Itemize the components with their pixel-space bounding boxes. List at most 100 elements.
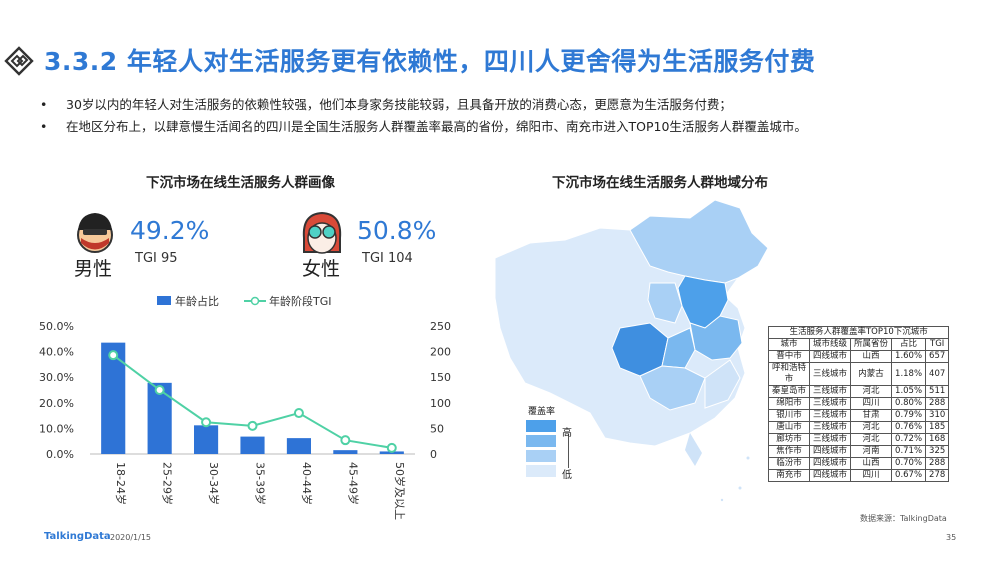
y-right-tick-label: 200	[430, 346, 451, 359]
portrait-heading: 下沉市场在线生活服务人群画像	[146, 175, 335, 191]
table-cell: 0.72%	[891, 433, 927, 446]
male-percentage: 49.2%	[130, 216, 210, 245]
table-header-cell: TGI	[925, 338, 950, 351]
table-row: 晋中市 四线城市 山西 1.60% 657	[768, 350, 950, 363]
table-row: 银川市 三线城市 甘肃 0.79% 310	[768, 409, 950, 422]
table-body: 晋中市 四线城市 山西 1.60% 657 呼和浩特市 三线城市 内蒙古 1.18% 407 秦皇岛…	[768, 350, 950, 482]
map-heading: 下沉市场在线生活服务人群地域分布	[552, 175, 768, 191]
table-cell: 三线城市	[808, 397, 852, 410]
china-map	[490, 188, 790, 518]
table-cell: 银川市	[768, 409, 810, 422]
legend-swatch	[526, 450, 556, 462]
bullet-symbol: •	[40, 97, 48, 112]
table-cell: 三线城市	[808, 385, 852, 398]
y-right-tick-label: 250	[430, 320, 451, 333]
table-row: 临汾市 四线城市 山西 0.70% 288	[768, 457, 950, 470]
page-number: 35	[946, 533, 957, 542]
table-cell: 168	[925, 433, 950, 446]
table-cell: 511	[925, 385, 950, 398]
top10-table-container: 生活服务人群覆盖率TOP10下沉城市 城市 城市线级 所属省份 占比 TGI 晋中市 四线…	[767, 326, 950, 482]
table-cell: 0.80%	[891, 397, 927, 410]
tgi-point	[386, 442, 397, 453]
table-row: 廊坊市 三线城市 河北 0.72% 168	[768, 433, 950, 446]
table-header-row: 城市 城市线级 所属省份 占比 TGI	[768, 338, 950, 351]
table-cell: 唐山市	[768, 421, 810, 434]
table-cell: 四川	[850, 469, 893, 482]
table-cell: 278	[925, 469, 950, 482]
table-cell: 四线城市	[808, 457, 852, 470]
tgi-point	[340, 435, 351, 446]
male-avatar-icon	[72, 208, 118, 256]
legend-high-label: 高	[562, 428, 572, 439]
map-legend	[526, 420, 556, 484]
bullet-text: 在地区分布上，以肆意慢生活闻名的四川是全国生活服务人群覆盖率最高的省份，绵阳市、…	[66, 119, 807, 134]
table-cell: 三线城市	[808, 362, 852, 386]
table-cell: 四线城市	[808, 445, 852, 458]
table-cell: 三线城市	[808, 433, 852, 446]
table-cell: 呼和浩特市	[768, 362, 810, 386]
table-cell: 河北	[850, 433, 893, 446]
table-cell: 甘肃	[850, 409, 893, 422]
male-tgi: TGI 95	[135, 251, 178, 266]
table-cell: 0.76%	[891, 421, 927, 434]
table-cell: 407	[925, 362, 950, 386]
tgi-point	[154, 385, 165, 395]
bar	[240, 436, 265, 454]
table-row: 焦作市 四线城市 河南 0.71% 325	[768, 445, 950, 458]
table-header-cell: 所属省份	[850, 338, 893, 351]
table-row: 唐山市 三线城市 河北 0.76% 185	[768, 421, 950, 434]
tgi-point	[247, 420, 258, 431]
bullet-item: • 30岁以内的年轻人对生活服务的依赖性较强，他们本身家务技能较弱，且具备开放的消…	[40, 94, 807, 116]
top10-table: 生活服务人群覆盖率TOP10下沉城市 城市 城市线级 所属省份 占比 TGI 晋中市 四线…	[767, 326, 950, 482]
table-cell: 325	[925, 445, 950, 458]
x-tick-label: 45-49岁	[346, 462, 360, 505]
x-tick-label: 35-39岁	[254, 462, 268, 505]
legend-line-label: 年龄阶段TGI	[269, 294, 332, 308]
age-chart-svg: 年龄占比 年龄阶段TGI 0.0% 10.0% 20.0% 30.0% 40.0% 50.0%…	[39, 294, 451, 520]
y-right-tick-label: 100	[430, 397, 451, 410]
legend-swatches	[526, 420, 556, 477]
table-cell: 1.05%	[891, 385, 927, 398]
table-cell: 晋中市	[768, 350, 810, 363]
y-left-tick-label: 20.0%	[39, 397, 74, 410]
table-cell: 185	[925, 421, 950, 434]
female-tgi: TGI 104	[362, 251, 413, 266]
bullet-text: 30岁以内的年轻人对生活服务的依赖性较强，他们本身家务技能较弱，且具备开放的消费…	[66, 97, 732, 112]
x-tick-label: 25-29岁	[161, 462, 175, 505]
table-cell: 0.79%	[891, 409, 927, 422]
table-cell: 四线城市	[808, 350, 852, 363]
table-cell: 310	[925, 409, 950, 422]
female-label: 女性	[302, 258, 341, 280]
table-header-cell: 城市	[768, 338, 810, 351]
table-header-cell: 占比	[891, 338, 927, 351]
legend-bar-swatch	[157, 296, 171, 305]
y-left-tick-label: 10.0%	[39, 422, 74, 435]
legend-swatch	[526, 435, 556, 447]
table-cell: 山西	[850, 457, 893, 470]
table-cell: 临汾市	[768, 457, 810, 470]
data-source: 数据来源：TalkingData	[860, 514, 947, 523]
table-row: 绵阳市 三线城市 四川 0.80% 288	[768, 397, 950, 410]
table-cell: 四川	[850, 397, 893, 410]
table-cell: 0.71%	[891, 445, 927, 458]
table-cell: 河北	[850, 385, 893, 398]
table-cell: 南充市	[768, 469, 810, 482]
legend-line-marker	[250, 296, 260, 306]
male-label: 男性	[74, 258, 113, 280]
y-right-tick-label: 0	[430, 448, 437, 461]
y-right-tick-label: 50	[430, 422, 444, 435]
table-cell: 内蒙古	[850, 362, 893, 386]
y-left-tick-label: 50.0%	[39, 320, 74, 333]
table-cell: 山西	[850, 350, 893, 363]
bar	[333, 450, 358, 454]
legend-swatch	[526, 420, 556, 432]
china-map-shape	[494, 199, 769, 502]
table-cell: 三线城市	[808, 409, 852, 422]
legend-bar-label: 年龄占比	[175, 294, 219, 308]
table-cell: 288	[925, 457, 950, 470]
table-header-cell: 城市线级	[808, 338, 852, 351]
y-left-tick-label: 40.0%	[39, 346, 74, 359]
bullet-symbol: •	[40, 119, 48, 134]
tgi-point	[108, 350, 119, 361]
table-cell: 河南	[850, 445, 893, 458]
